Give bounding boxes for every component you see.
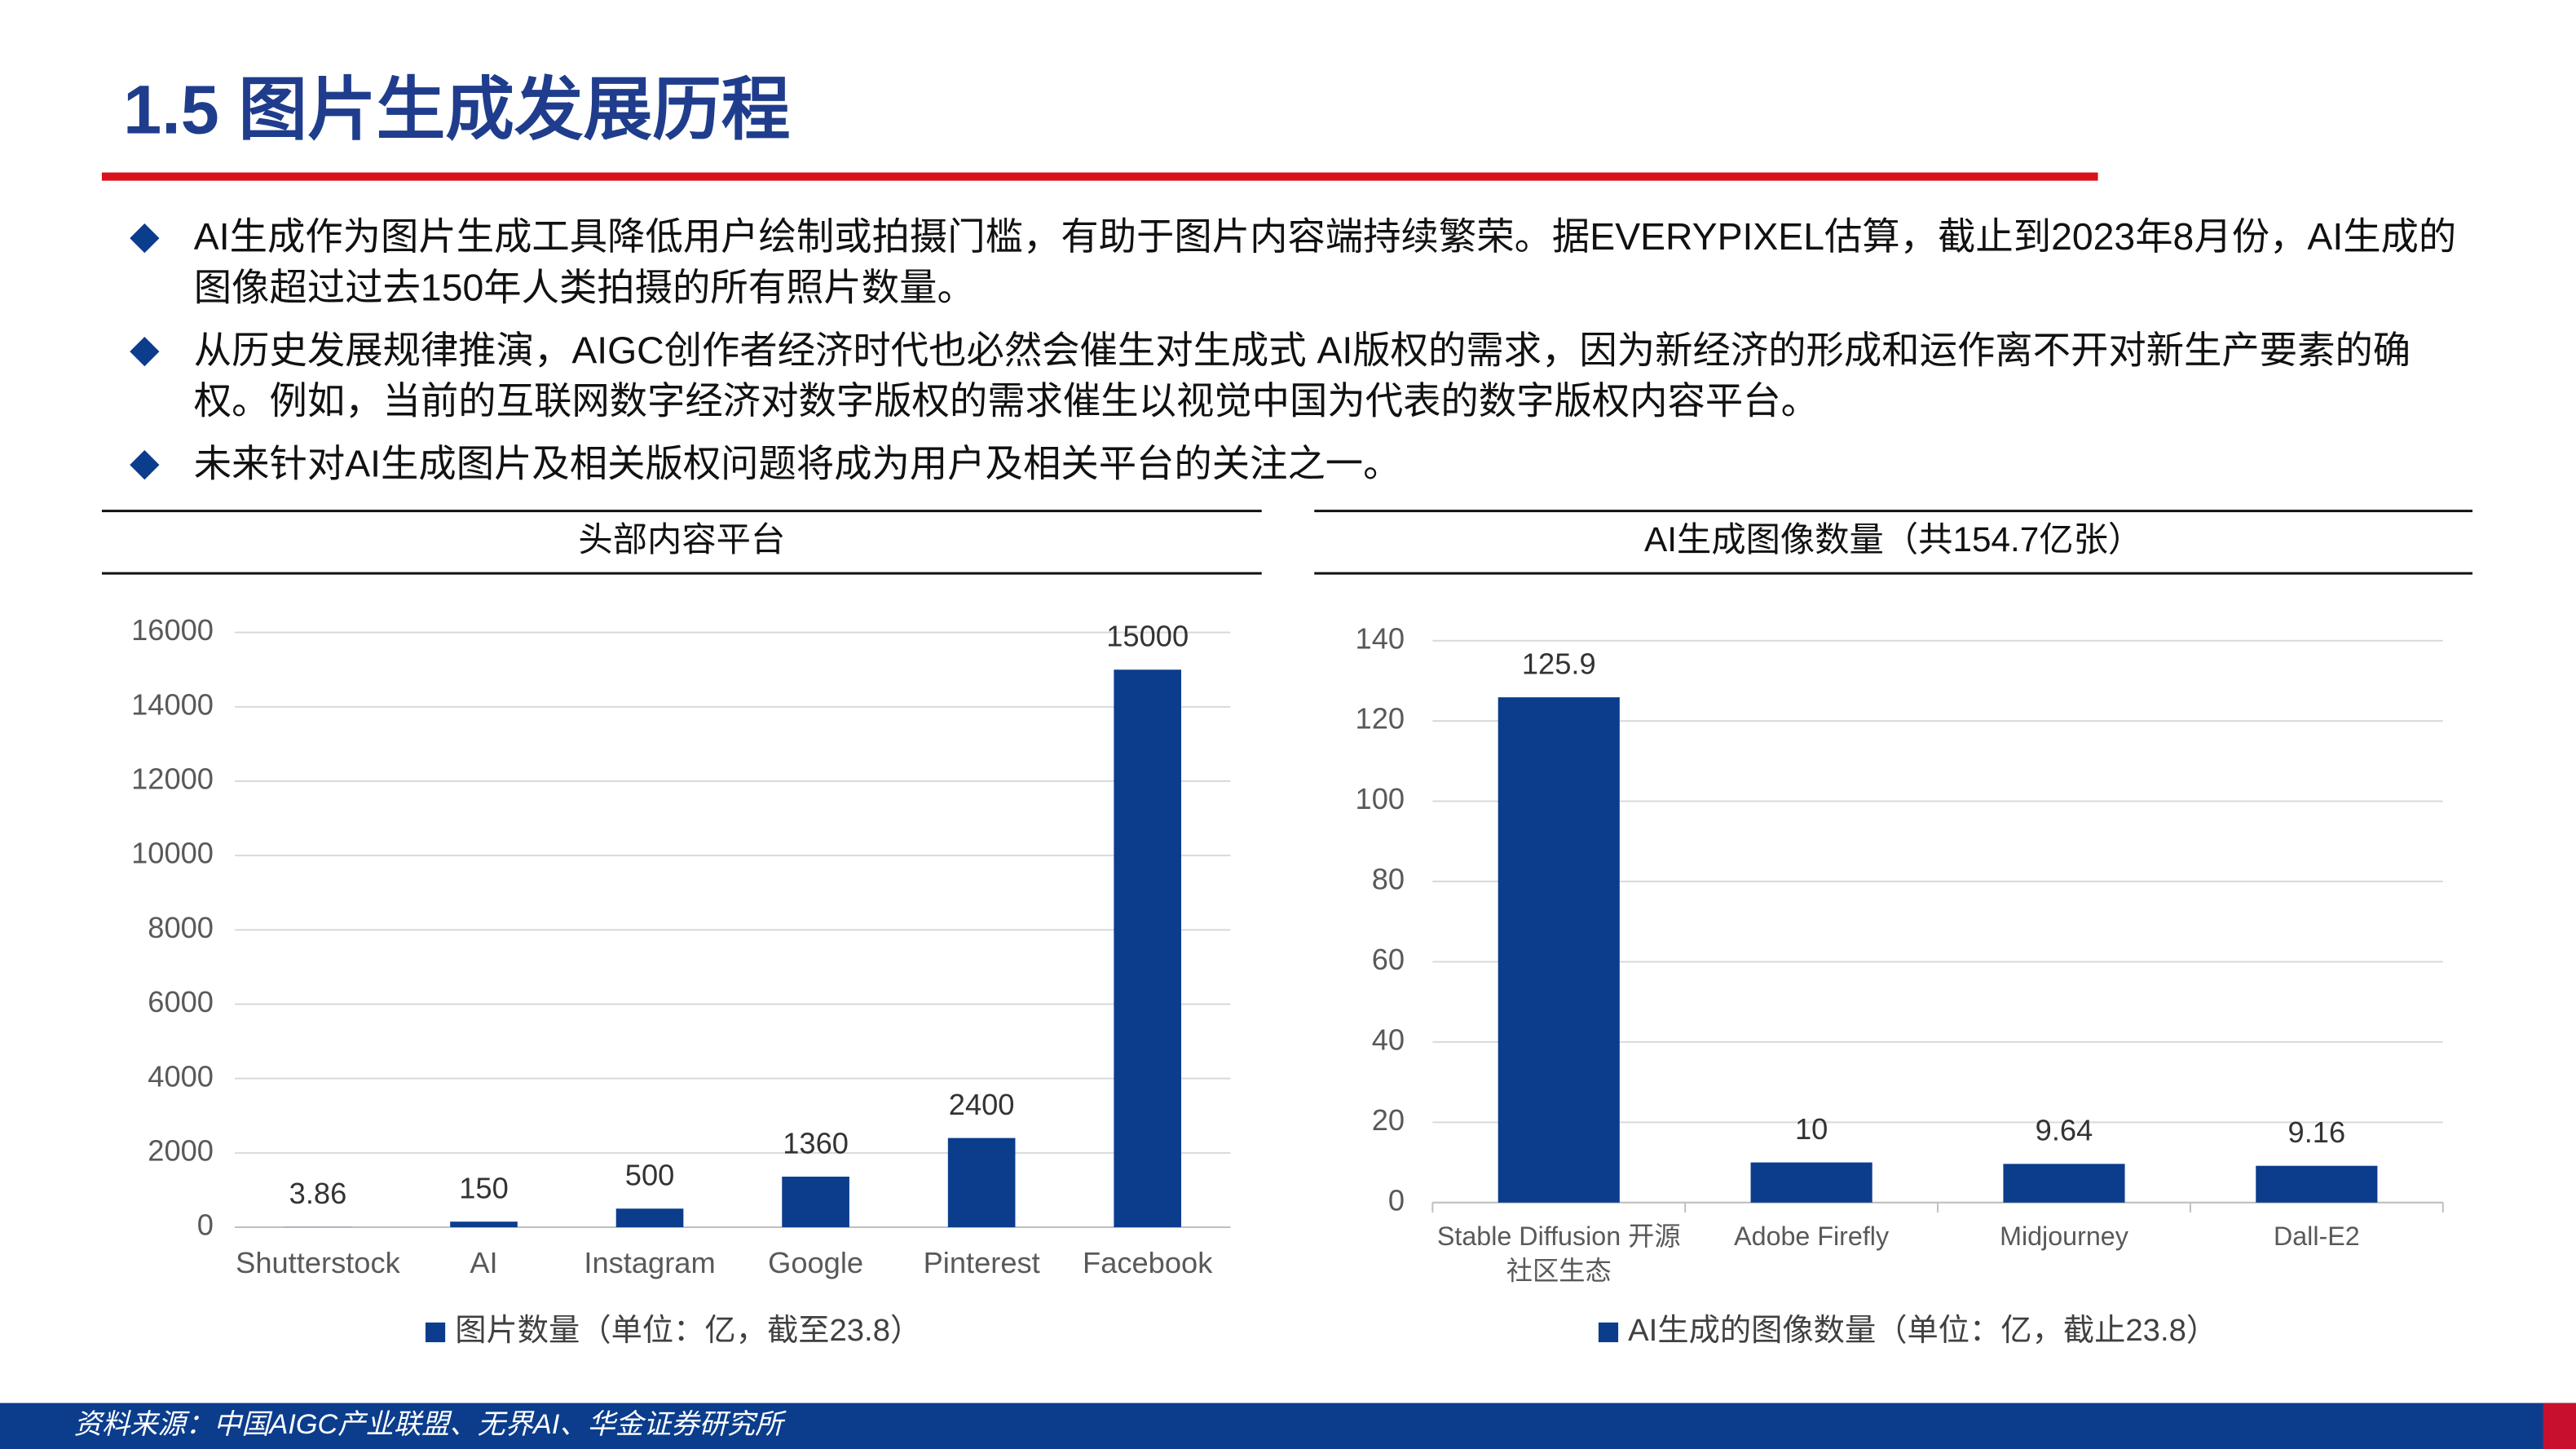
data-label: 1360 [783, 1126, 849, 1160]
data-label: 3.86 [289, 1177, 347, 1210]
y-tick-label: 16000 [131, 613, 214, 647]
y-tick-label: 8000 [148, 911, 214, 944]
y-tick-label: 0 [197, 1208, 214, 1242]
bar [2003, 1164, 2125, 1203]
bullet-icon [130, 450, 160, 480]
x-tick-label: Google [768, 1246, 863, 1279]
data-label: 2400 [949, 1088, 1015, 1121]
y-tick-label: 2000 [148, 1133, 214, 1167]
bar [782, 1177, 849, 1228]
y-tick-label: 100 [1356, 782, 1405, 815]
bullet-box: 从历史发展规律推演，AIGC创作者经济时代也必然会催生对生成式 AI版权的需求，… [193, 328, 2411, 422]
x-tick-label: AI [470, 1246, 497, 1279]
bar [450, 1221, 518, 1228]
y-tick-label: 60 [1372, 943, 1405, 976]
x-tick-box: Stable Diffusion 开源社区生态 [1436, 1223, 1681, 1287]
x-tick-label: Midjourney [2000, 1223, 2128, 1252]
slide-title: 1.5 图片生成发展历程 [123, 70, 790, 148]
data-label: 150 [459, 1171, 509, 1204]
chart-title: 头部内容平台 [578, 520, 785, 559]
data-label: 10 [1795, 1112, 1828, 1146]
y-tick-label: 140 [1356, 621, 1405, 655]
y-tick-label: 4000 [148, 1059, 214, 1093]
y-tick-label: 80 [1372, 863, 1405, 896]
bar [615, 1208, 684, 1228]
bullet-box: AI生成作为图片生成工具降低用户绘制或拍摄门槛，有助于图片内容端持续繁荣。据EV… [193, 214, 2457, 309]
y-tick-label: 120 [1356, 702, 1405, 736]
y-tick-label: 40 [1372, 1023, 1405, 1057]
legend-label: 图片数量（单位：亿，截至23.8） [455, 1313, 921, 1348]
y-tick-label: 14000 [131, 687, 214, 721]
x-tick-label: Adobe Firefly [1734, 1223, 1890, 1252]
legend-swatch [1598, 1322, 1619, 1343]
data-label: 15000 [1106, 620, 1189, 653]
x-tick-label: Instagram [584, 1246, 715, 1279]
legend-label: AI生成的图像数量（单位：亿，截止23.8） [1628, 1313, 2217, 1348]
bar [2256, 1165, 2378, 1203]
bullet-text: 从历史发展规律推演，AIGC创作者经济时代也必然会催生对生成式 AI版权的需求，… [193, 328, 2411, 422]
bar [947, 1138, 1016, 1228]
legend-swatch [425, 1322, 446, 1343]
footer-band [0, 1403, 2576, 1449]
x-tick-label: Dall-E2 [2273, 1223, 2360, 1252]
x-tick-label: Shutterstock [236, 1246, 400, 1279]
bullet-icon [130, 337, 160, 367]
bullet-icon [130, 223, 160, 254]
x-tick-box: Midjourney [2000, 1223, 2128, 1252]
y-tick-label: 0 [1388, 1183, 1405, 1217]
chart-title: AI生成图像数量（共154.7亿张） [1644, 520, 2142, 559]
x-tick-label: Facebook [1083, 1246, 1213, 1279]
data-label: 9.64 [2036, 1114, 2093, 1147]
bullet-box: 未来针对AI生成图片及相关版权问题将成为用户及相关平台的关注之一。 [193, 441, 1401, 485]
y-tick-label: 10000 [131, 837, 214, 870]
data-label: 500 [625, 1159, 675, 1192]
bullet-text: 未来针对AI生成图片及相关版权问题将成为用户及相关平台的关注之一。 [193, 441, 1401, 485]
footer-accent [2543, 1403, 2576, 1449]
x-tick-label: Pinterest [924, 1246, 1040, 1279]
y-tick-label: 12000 [131, 762, 214, 796]
bar [1498, 697, 1620, 1203]
x-tick-box: Dall-E2 [2273, 1223, 2360, 1252]
bullet-text: AI生成作为图片生成工具降低用户绘制或拍摄门槛，有助于图片内容端持续繁荣。据EV… [193, 214, 2457, 309]
y-tick-label: 6000 [148, 985, 214, 1018]
x-tick-label: Stable Diffusion 开源社区生态 [1436, 1223, 1681, 1287]
source-note: 资料来源：中国AIGC产业联盟、无界AI、华金证券研究所 [74, 1409, 787, 1440]
bar [1750, 1162, 1872, 1203]
data-label: 9.16 [2288, 1115, 2346, 1149]
bar [1114, 669, 1182, 1228]
title-rule [101, 172, 2098, 181]
x-tick-box: Adobe Firefly [1734, 1223, 1890, 1252]
data-label: 125.9 [1522, 647, 1596, 680]
y-tick-label: 20 [1372, 1103, 1405, 1137]
